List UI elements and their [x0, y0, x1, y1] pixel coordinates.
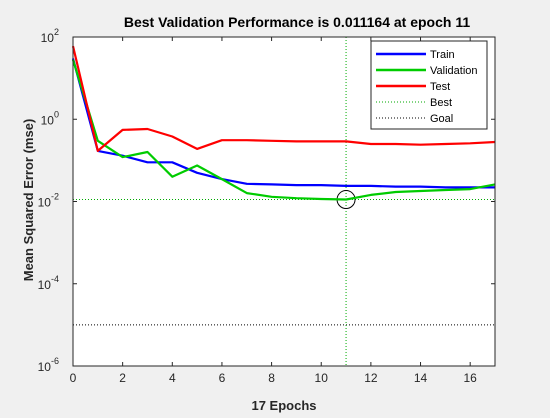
x-axis-label: 17 Epochs [251, 398, 316, 413]
y-tick-label: 10-4 [38, 274, 59, 292]
legend-label-best: Best [430, 97, 452, 109]
x-tick-label: 16 [463, 371, 477, 385]
legend: Train Validation Test Best Goal [370, 40, 488, 130]
y-tick-label: 10-2 [38, 192, 59, 210]
legend-label-test: Test [430, 81, 450, 93]
y-tick-label: 100 [41, 109, 59, 127]
legend-label-validation: Validation [430, 65, 478, 77]
series-test-line [71, 45, 496, 152]
x-tick-label: 14 [414, 371, 428, 385]
series-validation-line [71, 59, 496, 201]
y-tick-label: 10-6 [38, 356, 59, 374]
legend-label-train: Train [430, 49, 455, 61]
y-tick-label: 102 [41, 27, 59, 45]
x-tick-label: 10 [315, 371, 329, 385]
x-tick-label: 0 [70, 371, 77, 385]
x-tick-label: 2 [119, 371, 126, 385]
x-tick-label: 8 [268, 371, 275, 385]
x-tick-label: 12 [364, 371, 378, 385]
legend-label-goal: Goal [430, 113, 453, 125]
chart-title: Best Validation Performance is 0.011164 … [124, 14, 471, 30]
series-train-line [71, 58, 495, 189]
x-tick-label: 6 [219, 371, 226, 385]
y-axis-label: Mean Squared Error (mse) [21, 119, 36, 282]
x-tick-label: 4 [169, 371, 176, 385]
